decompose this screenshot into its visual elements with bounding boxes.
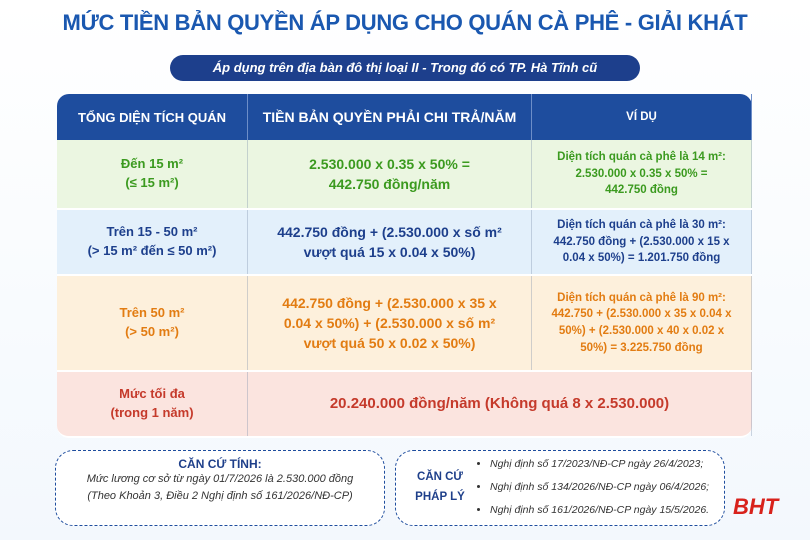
- legal-list: Nghị định số 17/2023/NĐ-CP ngày 26/4/202…: [476, 453, 709, 522]
- table-row: Trên 15 - 50 m² (> 15 m² đến ≤ 50 m²) 442.…: [57, 210, 752, 276]
- table-cell: Diện tích quán cà phê là 30 m²: 442.750 đ…: [532, 210, 752, 274]
- table-cell: 20.240.000 đồng/năm (Không quá 8 x 2.530…: [248, 372, 752, 436]
- legal-item: Nghị định số 134/2026/NĐ-CP ngày 06/4/20…: [490, 476, 709, 499]
- cell-line: Trên 50 m²: [119, 305, 185, 321]
- cell-line: 20.240.000 đồng/năm (Không quá 8 x 2.530…: [329, 395, 670, 413]
- basis-line: (Theo Khoản 3, Điều 2 Nghị định số 161/2…: [87, 490, 353, 502]
- table-row: Mức tối đa (trong 1 năm) 20.240.000 đồng/n…: [57, 372, 752, 438]
- cell-line: 442.750 đồng/năm: [328, 176, 451, 192]
- cell-line: 442.750 đồng + (2.530.000 x 35 x: [282, 294, 497, 311]
- cell-line: Mức tối đa: [119, 386, 185, 402]
- legal-item: Nghị định số 17/2023/NĐ-CP ngày 26/4/202…: [490, 453, 709, 476]
- header-row: TỔNG DIỆN TÍCH QUÁN TIỀN BẢN QUYỀN PHẢI C…: [57, 94, 752, 140]
- cell-line: (trong 1 năm): [110, 405, 194, 420]
- table-cell: Trên 50 m² (> 50 m²): [57, 276, 248, 370]
- cell-line: Đến 15 m²: [120, 156, 184, 172]
- logo: BHT: [733, 494, 779, 519]
- table-cell: Mức tối đa (trong 1 năm): [57, 372, 248, 436]
- cell-line: Trên 15 - 50 m²: [106, 224, 198, 240]
- cell-line: 2.530.000 x 0.35 x 50% =: [575, 167, 708, 180]
- cell-line: (> 15 m² đến ≤ 50 m²): [87, 243, 217, 258]
- cell-line: 0.04 x 50%) = 1.201.750 đồng: [562, 252, 721, 265]
- cell-line: 442.750 đồng + (2.530.000 x số m²: [277, 223, 502, 240]
- column-header: VÍ DỤ: [532, 94, 752, 140]
- cell-line: (≤ 15 m²): [125, 175, 179, 190]
- legal-label-line: PHÁP LÝ: [415, 491, 465, 503]
- cell-line: Diện tích quán cà phê là 14 m²:: [557, 150, 726, 163]
- legal-label-line: CĂN CỨ: [417, 471, 463, 483]
- basis-title: CĂN CỨ TÍNH:: [178, 457, 262, 471]
- table: TỔNG DIỆN TÍCH QUÁN TIỀN BẢN QUYỀN PHẢI C…: [57, 94, 752, 438]
- subtitle: Áp dụng trên địa bàn đô thị loại II - Tr…: [170, 55, 640, 81]
- table-cell: Đến 15 m² (≤ 15 m²): [57, 140, 248, 208]
- table-cell: Trên 15 - 50 m² (> 15 m² đến ≤ 50 m²): [57, 210, 248, 274]
- cell-line: 0.04 x 50%) + (2.530.000 x số m²: [283, 314, 496, 331]
- column-header: TIỀN BẢN QUYỀN PHẢI CHI TRẢ/NĂM: [248, 94, 532, 140]
- table-cell: 442.750 đồng + (2.530.000 x 35 x 0.04 x 5…: [248, 276, 532, 370]
- cell-line: 50%) = 3.225.750 đồng: [580, 341, 703, 354]
- basis-box: CĂN CỨ TÍNH: Mức lương cơ sở từ ngày 01/…: [55, 450, 385, 526]
- table-row: Đến 15 m² (≤ 15 m²) 2.530.000 x 0.35 x 50%…: [57, 140, 752, 210]
- cell-line: 442.750 + (2.530.000 x 35 x 0.04 x: [551, 308, 732, 321]
- basis-line: Mức lương cơ sở từ ngày 01/7/2026 là 2.5…: [86, 473, 354, 485]
- cell-line: 442.750 đồng + (2.530.000 x 15 x: [553, 235, 730, 248]
- cell-line: Diện tích quán cà phê là 90 m²:: [557, 291, 726, 304]
- legal-label: CĂN CỨ PHÁP LÝ: [410, 467, 470, 507]
- title: MỨC TIỀN BẢN QUYỀN ÁP DỤNG CHO QUÁN CÀ P…: [62, 10, 748, 35]
- column-header: TỔNG DIỆN TÍCH QUÁN: [57, 94, 248, 140]
- legal-item: Nghị định số 161/2026/NĐ-CP ngày 15/5/20…: [490, 499, 709, 522]
- cell-line: 2.530.000 x 0.35 x 50% =: [309, 155, 470, 172]
- table-cell: 2.530.000 x 0.35 x 50% = 442.750 đồng/năm: [248, 140, 532, 208]
- table-row: Trên 50 m² (> 50 m²) 442.750 đồng + (2.530…: [57, 276, 752, 372]
- cell-line: vượt quá 50 x 0.02 x 50%): [303, 335, 476, 352]
- cell-line: 50%) + (2.530.000 x 40 x 0.02 x: [558, 325, 725, 337]
- cell-line: 442.750 đồng: [605, 184, 678, 197]
- table-cell: 442.750 đồng + (2.530.000 x số m² vượt qu…: [248, 210, 532, 274]
- cell-line: (> 50 m²): [125, 324, 179, 339]
- legal-box: CĂN CỨ PHÁP LÝ Nghị định số 17/2023/NĐ-CP…: [395, 450, 725, 526]
- cell-line: Diện tích quán cà phê là 30 m²:: [557, 218, 726, 231]
- table-cell: Diện tích quán cà phê là 14 m²: 2.530.000…: [532, 140, 752, 208]
- cell-line: vượt quá 15 x 0.04 x 50%): [303, 244, 476, 260]
- table-cell: Diện tích quán cà phê là 90 m²: 442.750 +…: [532, 276, 752, 370]
